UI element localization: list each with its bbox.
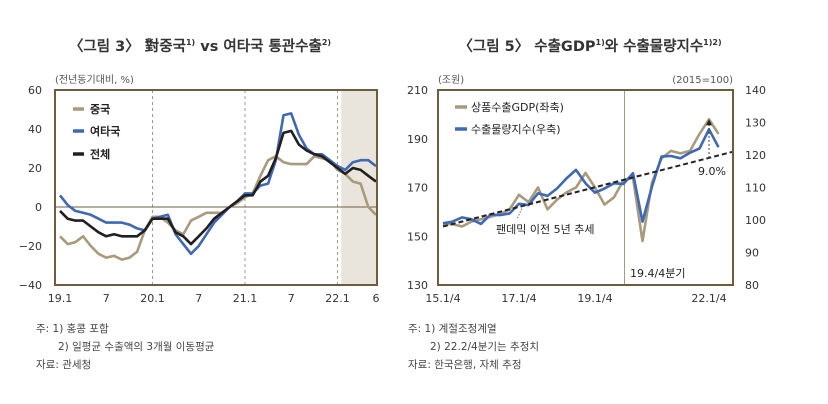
footnote: 주: 1) 홍콩 포함 bbox=[36, 322, 109, 335]
y-tick-label: −20 bbox=[19, 240, 42, 253]
x-tick-label: 6 bbox=[373, 292, 380, 305]
unit-label-left: (전년동기대비, %) bbox=[55, 74, 134, 86]
chart-title-right: 〈그림 5〉 수출GDP1)와 수출물량지수1)2) bbox=[458, 37, 721, 55]
x-tick-label: 17.1/4 bbox=[501, 292, 536, 305]
gap-label: 9.0% bbox=[698, 165, 726, 178]
gap-arrow-head bbox=[706, 119, 712, 126]
footnote-source: 자료: 관세청 bbox=[36, 359, 91, 371]
series-line-others bbox=[58, 112, 377, 256]
y-tick-label-right: 90 bbox=[745, 247, 759, 260]
trend-line bbox=[442, 150, 734, 228]
trend-label: 팬데믹 이전 5년 추세 bbox=[496, 223, 594, 236]
footnotes-left: 주: 1) 홍콩 포함 2) 일평균 수출액의 3개월 이동평균 자료: 관세청 bbox=[36, 322, 215, 371]
y-tick-label: 20 bbox=[28, 162, 42, 175]
plot-frame bbox=[54, 89, 378, 286]
trend-label-pointer bbox=[516, 205, 524, 220]
y-tick-label-right: 100 bbox=[745, 214, 766, 227]
x-tick-label: 15.1/4 bbox=[425, 292, 460, 305]
legend-label-volume: 수출물량지수(우축) bbox=[471, 123, 561, 136]
x-tick-label: 19.1/4 bbox=[577, 292, 612, 305]
x-tick-label: 22.1/4 bbox=[691, 292, 726, 305]
x-tick-label: 20.1 bbox=[140, 292, 165, 305]
legend-label-china: 중국 bbox=[90, 103, 110, 116]
unit-label-left-axis: (조원) bbox=[438, 74, 464, 86]
vline-label: 19.4/4분기 bbox=[630, 267, 685, 280]
y-tick-label-right: 110 bbox=[745, 182, 766, 195]
series-line-total bbox=[59, 129, 377, 246]
legend-right: 상품수출GDP(좌축) 수출물량지수(우축) bbox=[455, 101, 564, 136]
footnote: 2) 22.2/4분기는 추정치 bbox=[430, 341, 539, 353]
right-chart: 210 190 170 150 130 140 130 120 110 100 90 80 15.1/4… bbox=[407, 84, 766, 305]
unit-label-right-axis: (2015=100) bbox=[672, 75, 733, 86]
y-tick-label: −40 bbox=[19, 279, 42, 292]
y-tick-label-left: 130 bbox=[407, 279, 428, 292]
legend-label-total: 전체 bbox=[90, 147, 110, 161]
chart-title-left: 〈그림 3〉 對중국1) vs 여타국 통관수출2) bbox=[69, 37, 331, 55]
x-tick-label: 7 bbox=[288, 292, 295, 305]
legend-label-gdp: 상품수출GDP(좌축) bbox=[471, 101, 564, 114]
footnotes-right: 주: 1) 계절조정계열 2) 22.2/4분기는 추정치 자료: 한국은행, … bbox=[408, 322, 539, 371]
y-tick-label-left: 210 bbox=[407, 84, 428, 97]
y-tick-label: 0 bbox=[35, 201, 42, 214]
x-tick-label: 7 bbox=[103, 292, 110, 305]
y-tick-label: 40 bbox=[28, 123, 42, 136]
legend-left: 중국 여타국 전체 bbox=[73, 103, 120, 161]
y-tick-label-right: 120 bbox=[745, 149, 766, 162]
y-tick-label-left: 150 bbox=[407, 230, 428, 243]
x-tick-label: 7 bbox=[195, 292, 202, 305]
footnote-source: 자료: 한국은행, 자체 추정 bbox=[408, 359, 522, 371]
legend-label-others: 여타국 bbox=[90, 124, 120, 138]
y-tick-label-right: 140 bbox=[745, 84, 766, 97]
x-tick-label: 22.1 bbox=[325, 292, 350, 305]
shaded-forecast-region bbox=[341, 90, 377, 285]
plot-frame bbox=[437, 89, 734, 286]
x-tick-label: 21.1 bbox=[233, 292, 258, 305]
y-tick-label-left: 170 bbox=[407, 182, 428, 195]
left-chart: 60 40 20 0 −20 −40 19.1 7 20.1 7 21.1 7 22.1 6 bbox=[19, 84, 380, 305]
x-tick-label: 19.1 bbox=[48, 292, 73, 305]
y-tick-label-right: 80 bbox=[745, 279, 759, 292]
y-tick-label-left: 190 bbox=[407, 133, 428, 146]
y-tick-label: 60 bbox=[28, 84, 42, 97]
footnote: 2) 일평균 수출액의 3개월 이동평균 bbox=[58, 340, 215, 353]
footnote: 주: 1) 계절조정계열 bbox=[408, 322, 497, 335]
y-tick-label-right: 130 bbox=[745, 117, 766, 130]
series-line-others bbox=[442, 128, 720, 226]
series-line-china bbox=[59, 155, 377, 261]
